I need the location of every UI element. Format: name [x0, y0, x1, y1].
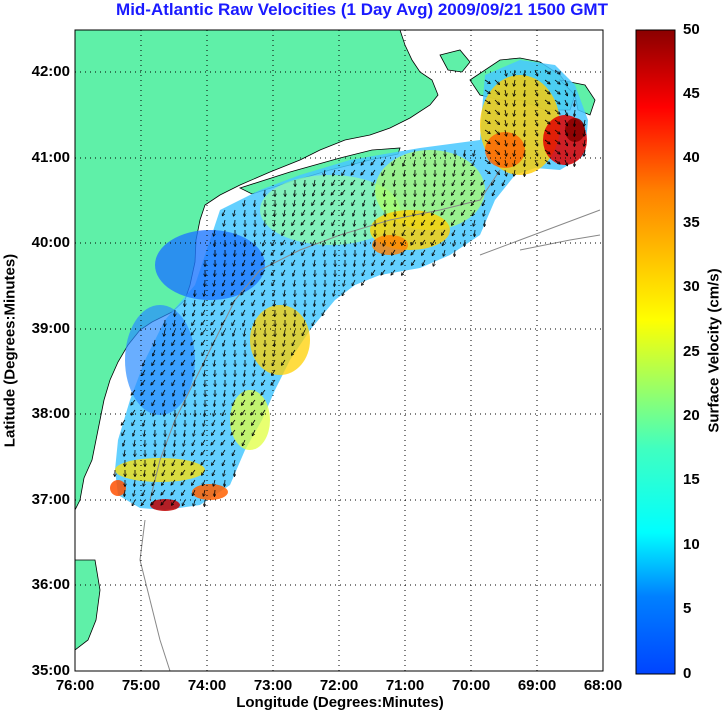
velocity-arrow: [265, 190, 266, 196]
colorbar-tick: 20: [683, 407, 700, 424]
y-axis-title: Latitude (Degrees:Minutes): [2, 226, 19, 476]
colorbar-tick: 35: [683, 214, 700, 231]
colorbar-tick: 30: [683, 278, 700, 295]
velocity-arrow: [225, 230, 226, 236]
colorbar-tick: 15: [683, 471, 700, 488]
lon-tick-label: 71:00: [375, 677, 435, 694]
lat-tick-label: 39:00: [20, 320, 70, 337]
velocity-arrow: [235, 220, 236, 226]
colorbar-tick: 50: [683, 21, 700, 38]
lon-tick-label: 68:00: [573, 677, 633, 694]
lon-tick-label: 75:00: [111, 677, 171, 694]
colorbar-tick: 5: [683, 600, 691, 617]
lat-tick-label: 40:00: [20, 234, 70, 251]
colorbar-tick: 40: [683, 149, 700, 166]
velocity-arrow: [215, 240, 216, 246]
lat-tick-label: 41:00: [20, 149, 70, 166]
lon-tick-label: 70:00: [441, 677, 501, 694]
colorbar-tick: 45: [683, 85, 700, 102]
velocity-arrow: [245, 210, 246, 216]
x-axis-title: Longitude (Degrees:Minutes): [190, 694, 490, 711]
colorbar: [636, 30, 675, 674]
lon-tick-label: 72:00: [309, 677, 369, 694]
lat-tick-label: 38:00: [20, 405, 70, 422]
lon-tick-label: 74:00: [177, 677, 237, 694]
lon-tick-label: 73:00: [243, 677, 303, 694]
lon-tick-label: 69:00: [507, 677, 567, 694]
lat-tick-label: 37:00: [20, 491, 70, 508]
colorbar-title: Surface Velocity (cm/s): [706, 226, 723, 476]
lat-tick-label: 36:00: [20, 576, 70, 593]
colorbar-tick: 0: [683, 665, 691, 682]
colorbar-tick: 25: [683, 343, 700, 360]
lat-tick-label: 42:00: [20, 63, 70, 80]
lon-tick-label: 76:00: [45, 677, 105, 694]
colorbar-tick: 10: [683, 536, 700, 553]
velocity-arrow: [255, 200, 256, 206]
